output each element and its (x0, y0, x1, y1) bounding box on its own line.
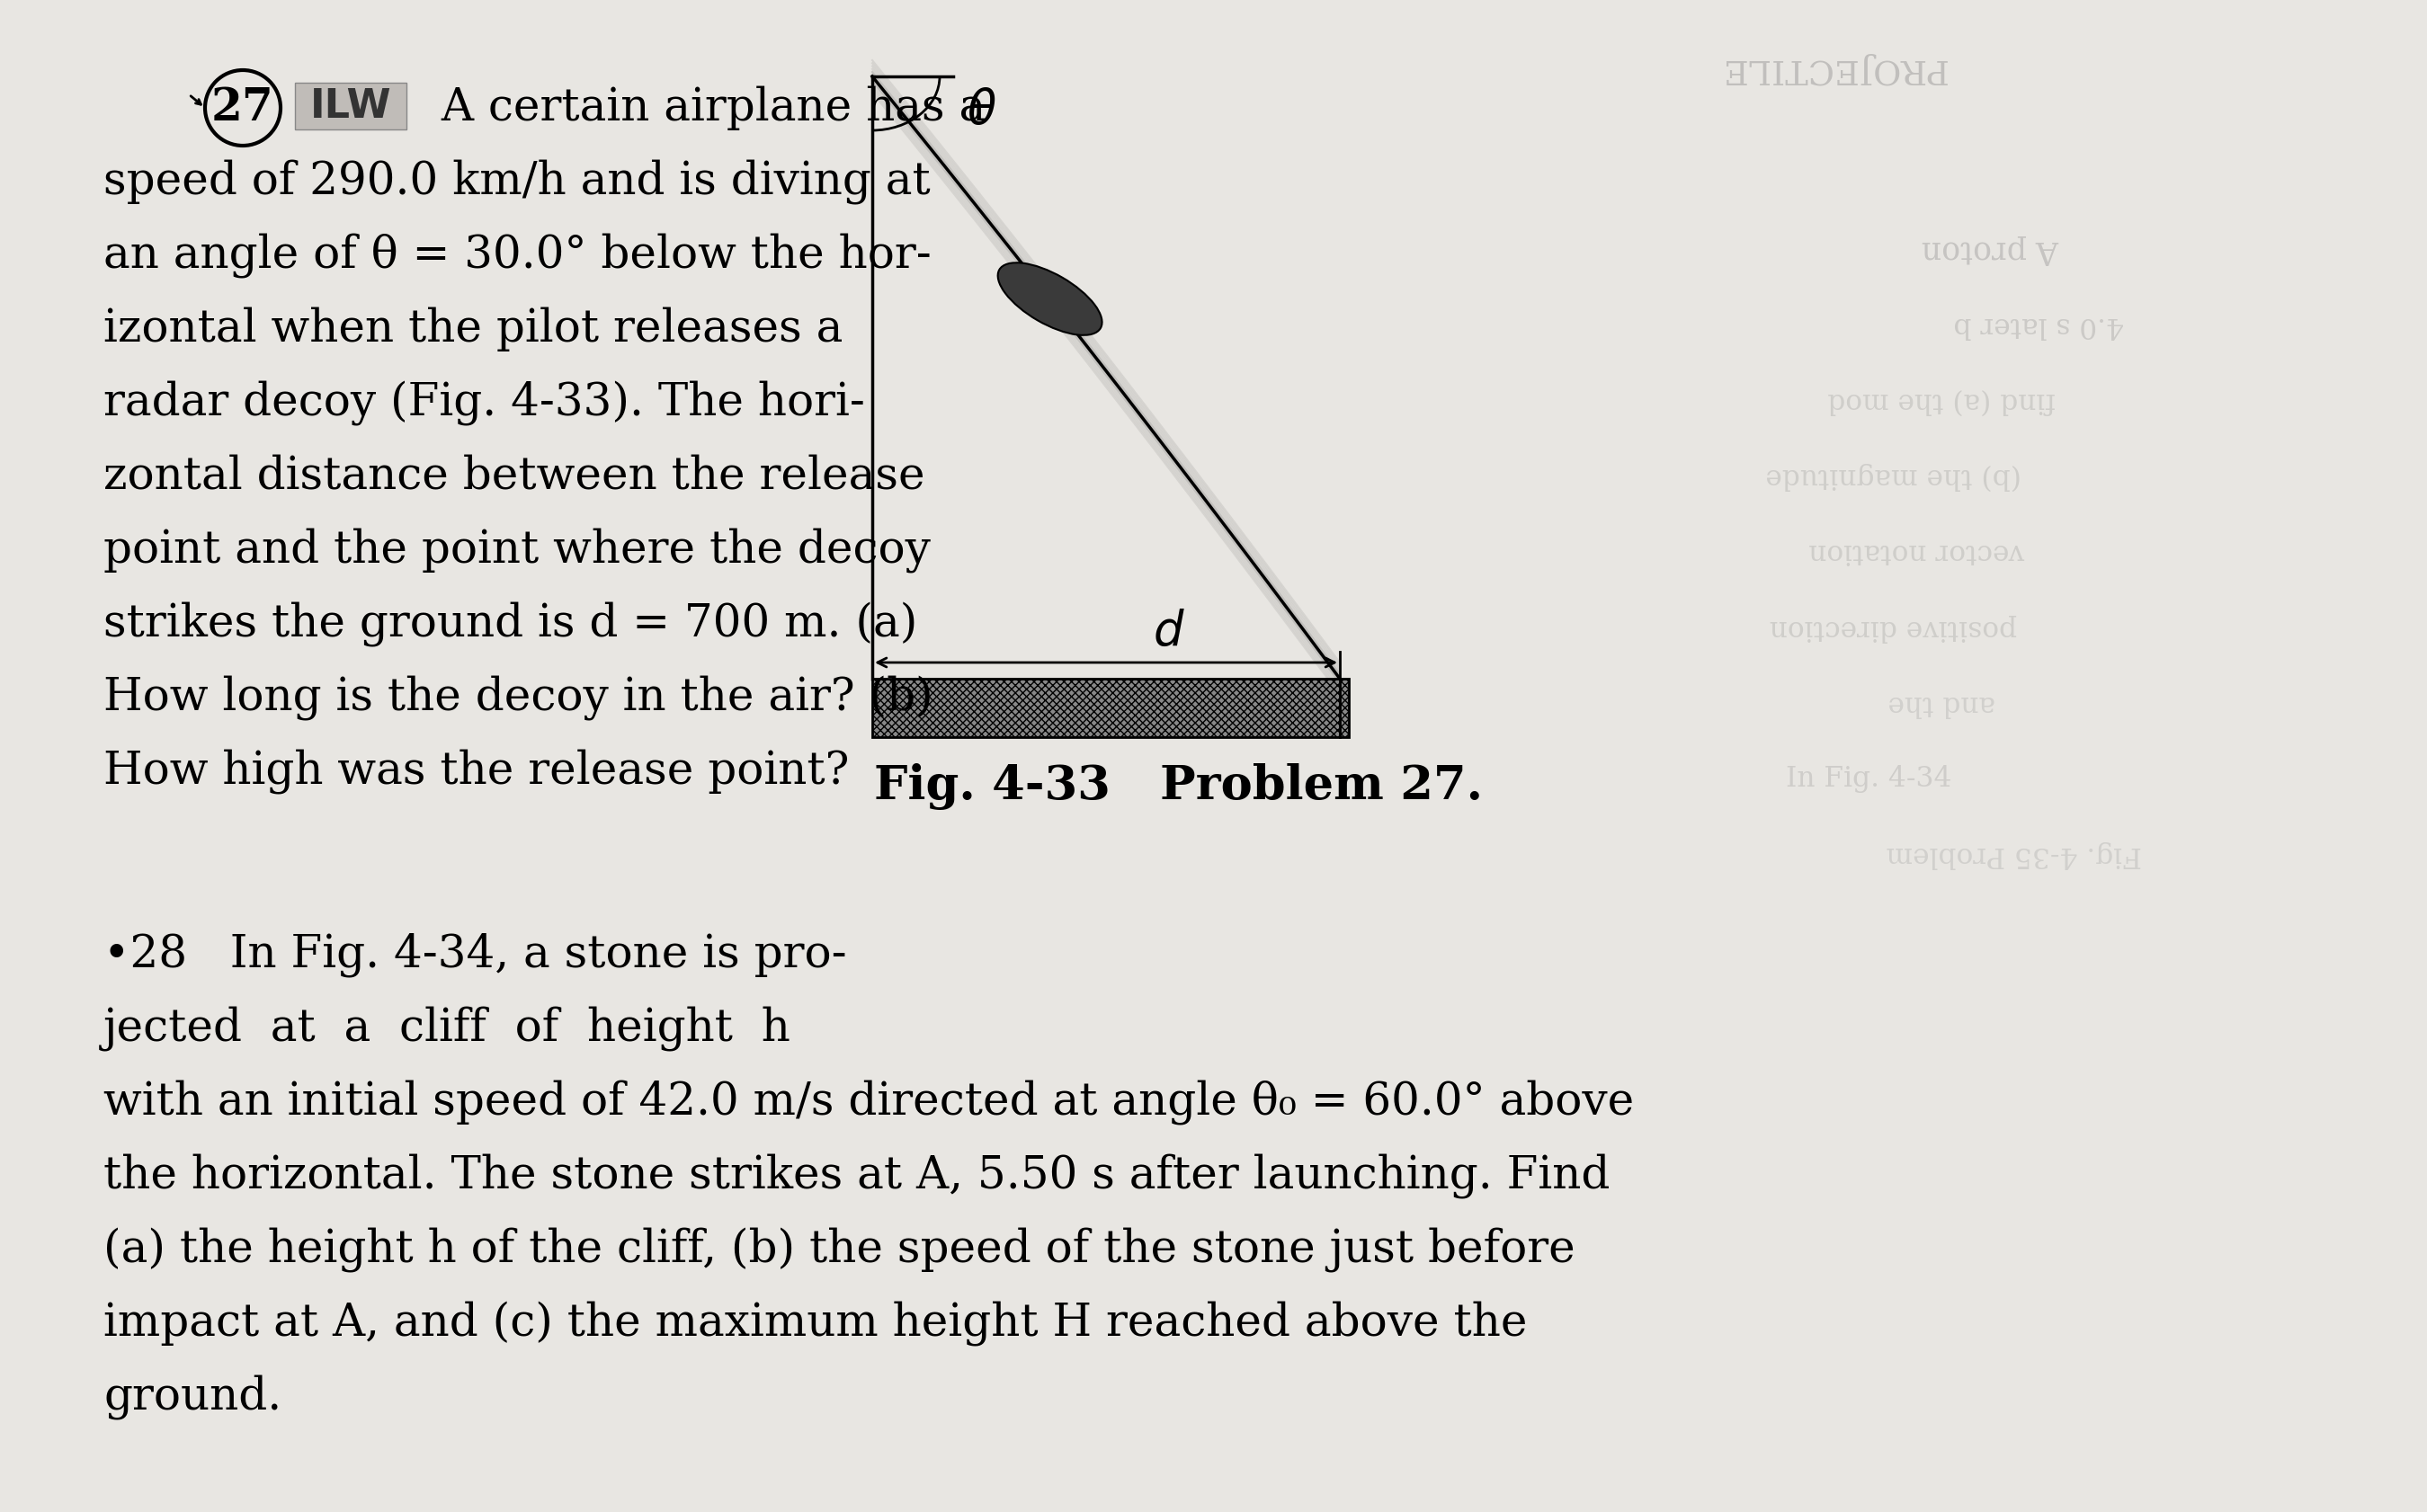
Text: ground.: ground. (104, 1374, 282, 1420)
Text: izontal when the pilot releases a: izontal when the pilot releases a (104, 307, 842, 351)
Text: 27: 27 (211, 86, 274, 130)
Text: find (a) the mod: find (a) the mod (1828, 387, 2056, 414)
Text: ILW: ILW (311, 86, 391, 125)
Text: impact at A, and (c) the maximum height H reached above the: impact at A, and (c) the maximum height … (104, 1300, 1527, 1346)
Text: jected  at  a  cliff  of  height  h: jected at a cliff of height h (104, 1005, 791, 1051)
Text: How long is the decoy in the air? (b): How long is the decoy in the air? (b) (104, 674, 932, 720)
Text: A certain airplane has a: A certain airplane has a (427, 86, 985, 130)
Text: (b) the magnitude: (b) the magnitude (1764, 463, 2022, 490)
Text: radar decoy (Fig. 4-33). The hori-: radar decoy (Fig. 4-33). The hori- (104, 380, 864, 425)
Text: (a) the height h of the cliff, (b) the speed of the stone just before: (a) the height h of the cliff, (b) the s… (104, 1228, 1575, 1272)
Text: $\theta$: $\theta$ (966, 88, 997, 135)
Text: How high was the release point?: How high was the release point? (104, 748, 849, 794)
Text: zontal distance between the release: zontal distance between the release (104, 454, 925, 499)
Text: A proton: A proton (1922, 234, 2058, 265)
Text: the horizontal. The stone strikes at A, 5.50 s after launching. Find: the horizontal. The stone strikes at A, … (104, 1154, 1609, 1198)
Text: •28   In Fig. 4-34, a stone is pro-: •28 In Fig. 4-34, a stone is pro- (104, 933, 847, 977)
Text: positive direction: positive direction (1769, 614, 2017, 641)
Text: strikes the ground is d = 700 m. (a): strikes the ground is d = 700 m. (a) (104, 602, 917, 646)
FancyBboxPatch shape (296, 83, 405, 130)
Bar (871, 679, 1349, 738)
Text: 4.0 s later b: 4.0 s later b (1954, 311, 2124, 339)
Text: Fig. 4-33   Problem 27.: Fig. 4-33 Problem 27. (874, 764, 1483, 810)
Text: point and the point where the decoy: point and the point where the decoy (104, 528, 930, 573)
Text: with an initial speed of 42.0 m/s directed at angle θ₀ = 60.0° above: with an initial speed of 42.0 m/s direct… (104, 1080, 1633, 1125)
Text: speed of 290.0 km/h and is diving at: speed of 290.0 km/h and is diving at (104, 159, 930, 204)
Text: $d$: $d$ (1153, 608, 1184, 655)
Text: Fig. 4-35 Problem: Fig. 4-35 Problem (1886, 841, 2143, 868)
Ellipse shape (997, 263, 1102, 336)
Text: PROJECTILE: PROJECTILE (1718, 51, 1946, 85)
Text: In Fig. 4-34: In Fig. 4-34 (1786, 765, 1951, 792)
Text: vector notation: vector notation (1808, 538, 2027, 565)
Text: and the: and the (1888, 689, 1995, 717)
Text: an angle of θ = 30.0° below the hor-: an angle of θ = 30.0° below the hor- (104, 233, 932, 278)
